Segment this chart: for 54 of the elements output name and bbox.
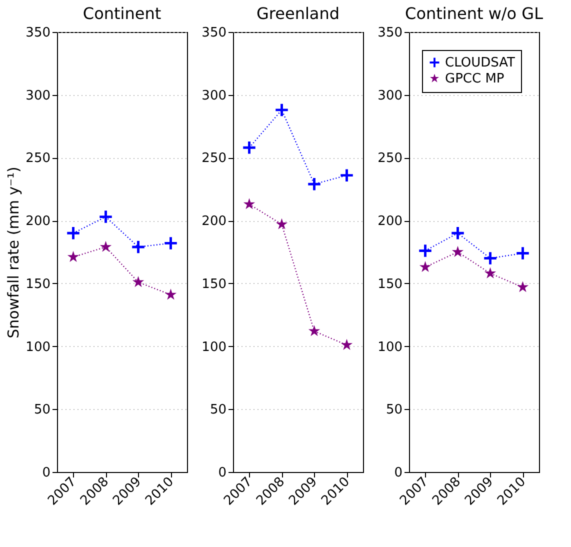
y-tick-label: 250 (202, 151, 226, 166)
point (516, 281, 529, 292)
point (419, 260, 432, 272)
y-tick-label: 0 (42, 466, 50, 480)
y-axis-title: Snowfall rate (mm y⁻¹) (4, 166, 23, 338)
y-tick-label: 200 (202, 214, 226, 230)
chart-title: Greenland (256, 4, 340, 23)
y-tick-label: 200 (378, 214, 402, 230)
y-tick-label: 100 (378, 340, 402, 355)
y-tick-label: 100 (202, 340, 226, 355)
point (67, 227, 80, 240)
point (516, 247, 529, 260)
point (67, 250, 80, 262)
y-tick-label: 50 (34, 402, 50, 418)
y-tick-label: 150 (26, 276, 50, 292)
point (484, 267, 496, 278)
y-tick-label: 350 (26, 26, 50, 40)
point (132, 276, 144, 288)
y-tick-label: 0 (394, 466, 402, 480)
point (100, 210, 112, 223)
point (243, 142, 256, 154)
point (164, 288, 177, 300)
point (340, 338, 353, 350)
y-tick-label: 300 (378, 88, 402, 104)
point (100, 240, 112, 252)
y-tick-label: 250 (378, 151, 402, 166)
legend-label: GPCC MP (445, 72, 504, 86)
point (340, 169, 353, 182)
point (484, 252, 496, 264)
y-tick-label: 150 (378, 276, 402, 292)
point (419, 244, 432, 257)
y-tick-label: 0 (218, 466, 226, 480)
point (308, 178, 320, 190)
point (452, 227, 464, 240)
point (276, 218, 288, 230)
y-tick-label: 350 (378, 26, 402, 40)
point (132, 240, 144, 254)
point (276, 104, 288, 116)
y-tick-label: 350 (202, 26, 226, 40)
y-tick-label: 150 (202, 276, 226, 292)
y-tick-label: 50 (386, 402, 402, 418)
y-tick-label: 100 (26, 340, 50, 355)
y-tick-label: 300 (202, 88, 226, 104)
y-tick-label: 250 (26, 151, 50, 166)
y-tick-label: 50 (210, 402, 226, 418)
point (452, 246, 464, 257)
chart-title: Continent w/o GL (405, 4, 544, 23)
y-tick-label: 300 (26, 88, 50, 104)
point (308, 325, 320, 336)
y-tick-label: 200 (26, 214, 50, 230)
legend-label: CLOUDSAT (445, 56, 515, 70)
point (164, 237, 177, 250)
point (243, 198, 256, 210)
chart-title: Continent (82, 4, 162, 23)
